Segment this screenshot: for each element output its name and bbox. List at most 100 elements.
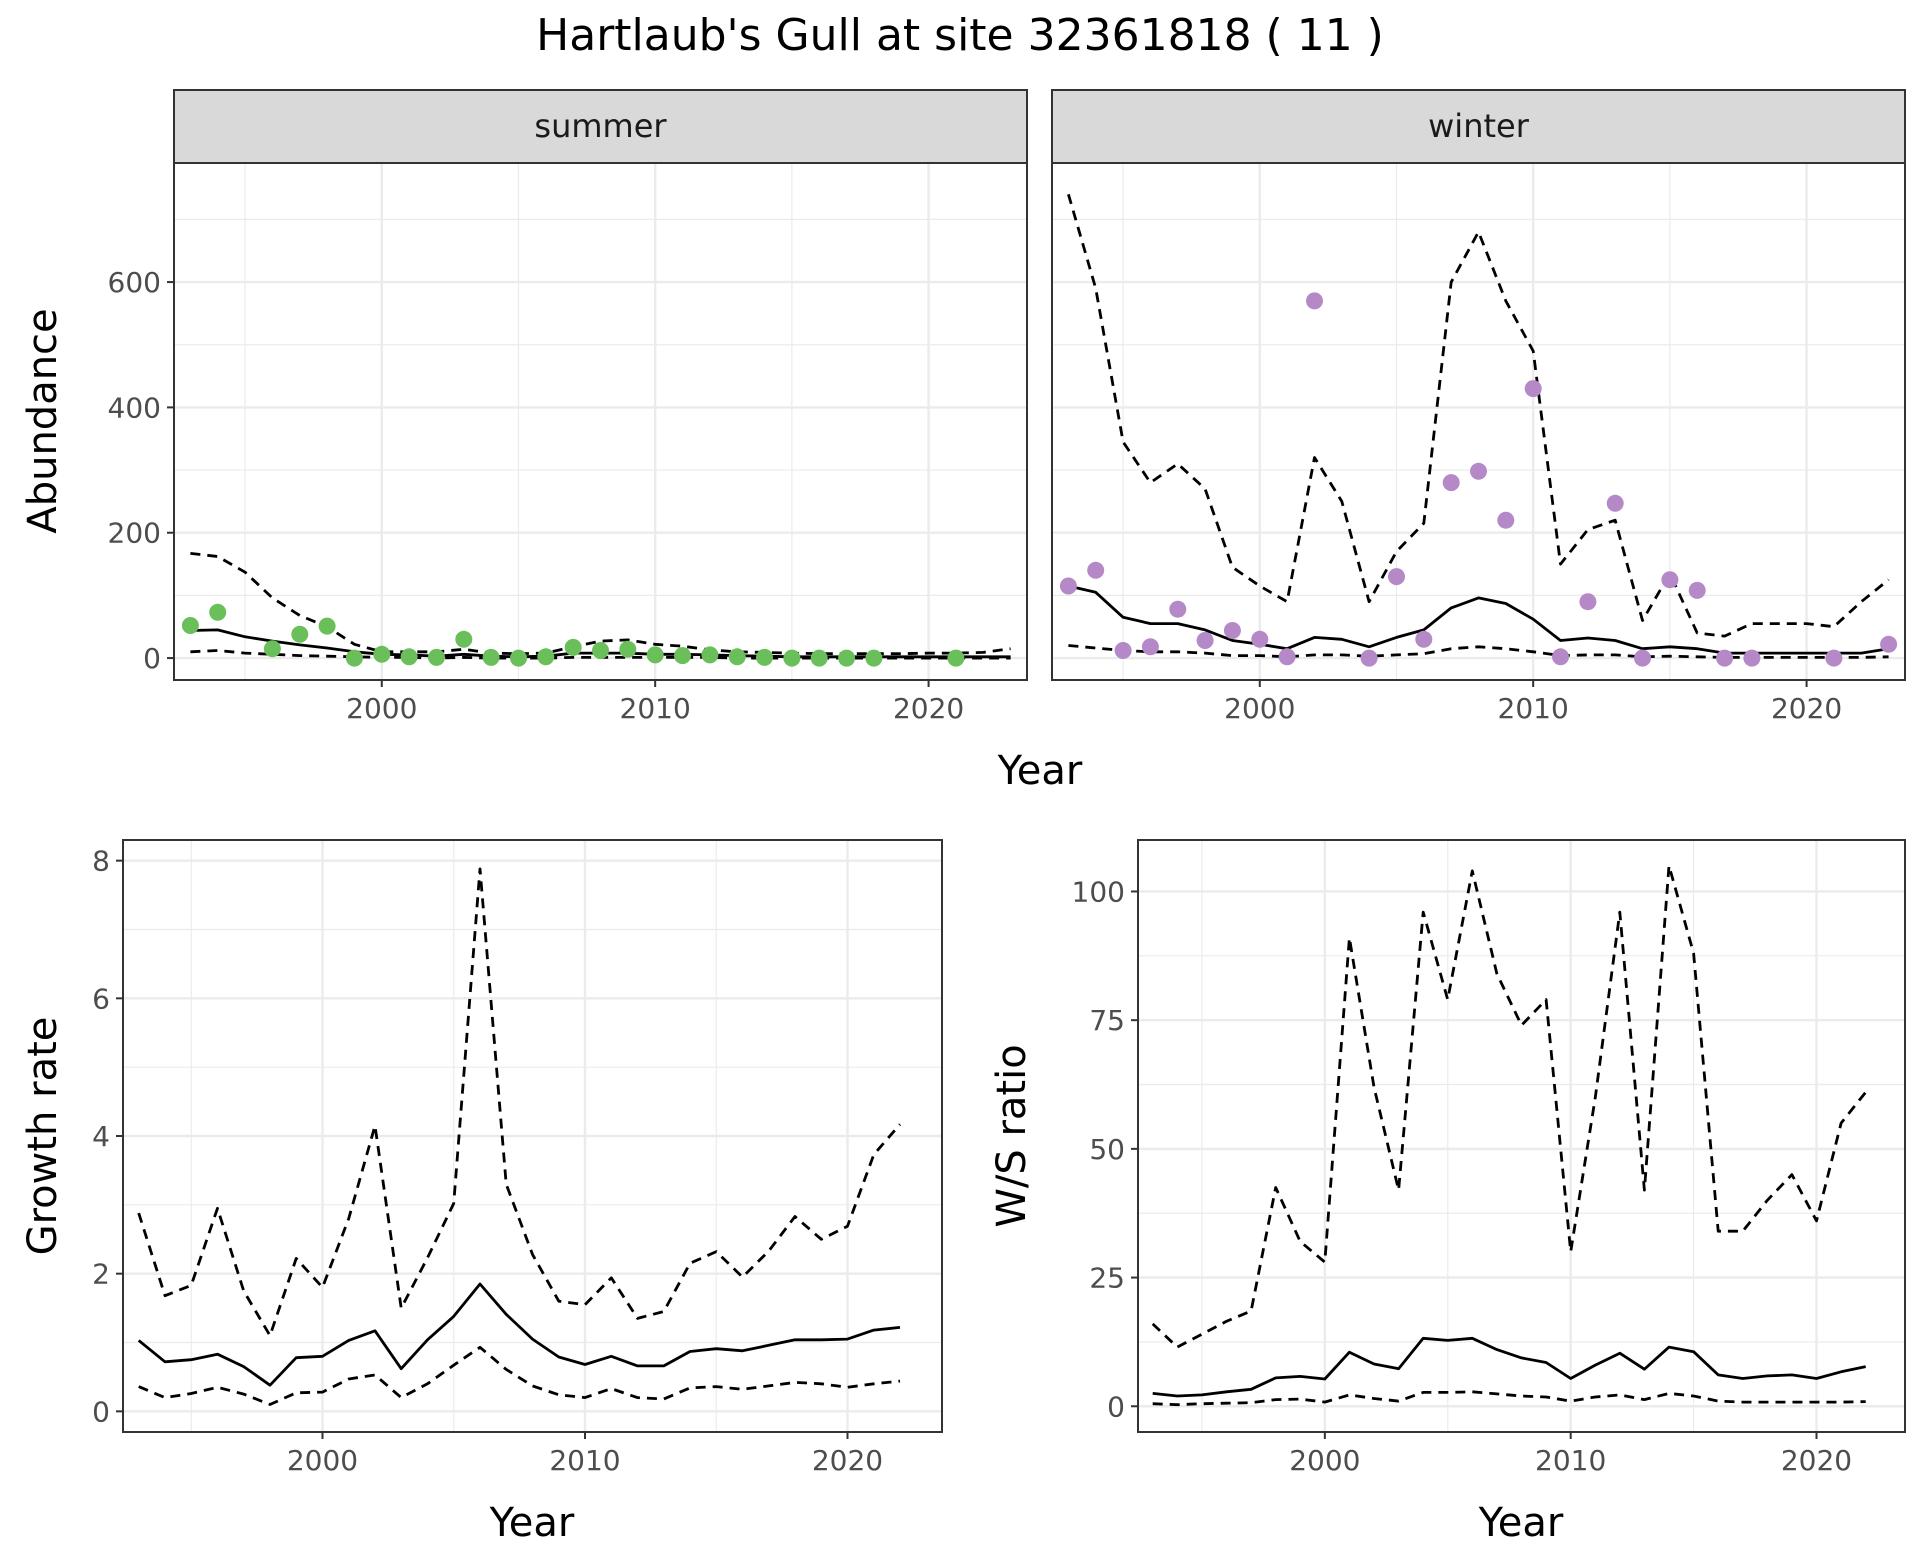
gridlines [123, 840, 942, 1432]
panel-border [173, 162, 1028, 681]
y-tick-label: 25 [1089, 1262, 1125, 1295]
page-title: Hartlaub's Gull at site 32361818 ( 11 ) [536, 10, 1384, 61]
y-axis-title-ratio: W/S ratio [989, 1044, 1035, 1227]
data-point [1114, 642, 1132, 659]
data-point [1141, 638, 1159, 656]
x-tick-label: 2000 [346, 692, 417, 725]
data-point [482, 648, 500, 666]
data-point [1825, 649, 1843, 667]
panel-border [1051, 162, 1906, 681]
data-point [510, 649, 527, 667]
data-point [1688, 581, 1706, 599]
x-tick-label: 2020 [893, 692, 964, 725]
facet-strip [173, 89, 1028, 164]
gridlines [1052, 163, 1905, 680]
data-point [783, 649, 801, 667]
data-point [1442, 474, 1460, 492]
data-point [345, 649, 363, 667]
data-point [209, 603, 227, 621]
data-point [1579, 593, 1597, 611]
data-point [592, 642, 609, 659]
plot-background [1138, 840, 1905, 1432]
data-point [263, 640, 281, 658]
plot-background [174, 163, 1027, 680]
data-point [1223, 622, 1241, 639]
data-point [537, 648, 555, 666]
data-point [1716, 649, 1734, 667]
data-point [1634, 649, 1651, 667]
data-point [1743, 649, 1761, 667]
data-point [1880, 635, 1898, 653]
panel-0: summer 2000 2010 2020 0 200 400 600 [108, 89, 1028, 725]
data-point [619, 640, 637, 658]
data-point [646, 646, 664, 664]
observed-points [1059, 292, 1898, 667]
gridlines [1138, 840, 1905, 1432]
x-axis-title-ratio: Year [1478, 1500, 1564, 1546]
data-point [1278, 648, 1296, 666]
data-point [1306, 292, 1323, 310]
data-point [1497, 511, 1515, 529]
fitted-line [137, 1282, 901, 1387]
lower-bound-line [138, 1345, 901, 1406]
data-point [1087, 561, 1105, 579]
panel-2: 2000 2010 2020 0 2 4 6 8 [92, 839, 943, 1477]
data-point [291, 625, 309, 643]
y-tick-label: 600 [108, 266, 161, 299]
y-tick-label: 0 [1107, 1390, 1125, 1423]
y-tick-label: 200 [108, 517, 161, 550]
data-point [1415, 630, 1433, 648]
x-tick-label: 2020 [1781, 1444, 1852, 1477]
data-point [865, 649, 883, 667]
data-point [1552, 648, 1569, 666]
observed-points [181, 603, 965, 667]
x-tick-label: 2000 [1289, 1444, 1360, 1477]
y-tick-label: 0 [143, 642, 161, 675]
y-tick-label: 2 [92, 1258, 110, 1291]
y-axis-title-growth: Growth rate [20, 1017, 66, 1256]
data-point [1661, 571, 1679, 589]
x-tick-label: 2010 [620, 692, 691, 725]
data-point [1470, 462, 1487, 480]
x-tick-label: 2010 [1498, 692, 1569, 725]
data-point [1606, 494, 1624, 512]
x-tick-label: 2000 [1224, 692, 1295, 725]
lower-bound-line [1152, 1390, 1866, 1407]
data-point [947, 649, 965, 667]
y-tick-label: 75 [1089, 1004, 1125, 1037]
panel-1: winter 2000 2010 2020 [1051, 89, 1906, 725]
data-point [1059, 577, 1077, 595]
series-lines [137, 867, 902, 1406]
data-point [373, 645, 391, 663]
data-point [1388, 568, 1405, 586]
data-point [838, 649, 856, 667]
y-tick-label: 0 [92, 1395, 110, 1428]
facet-strip-label: winter [1428, 107, 1530, 145]
data-point [728, 648, 746, 666]
data-point [674, 647, 691, 665]
data-point [181, 617, 199, 634]
y-axis-title-abundance: Abundance [20, 308, 66, 533]
y-tick-label: 400 [108, 391, 161, 424]
data-point [1524, 380, 1542, 398]
panel-3: 2000 2010 2020 0 25 50 75 100 [1072, 839, 1906, 1477]
upper-bound-line [137, 867, 902, 1337]
x-tick-label: 2020 [1771, 692, 1842, 725]
data-point [564, 638, 582, 656]
y-tick-label: 50 [1089, 1133, 1125, 1166]
x-tick-label: 2010 [1535, 1444, 1606, 1477]
data-point [1169, 600, 1187, 618]
x-axis-title-top: Year [997, 748, 1083, 794]
y-tick-label: 100 [1072, 875, 1125, 908]
data-point [1196, 632, 1214, 649]
data-point [455, 630, 473, 648]
data-point [701, 646, 719, 664]
y-tick-label: 6 [92, 982, 110, 1015]
x-tick-label: 2020 [812, 1444, 883, 1477]
data-point [1360, 649, 1378, 667]
series-lines [1151, 864, 1867, 1407]
data-point [400, 648, 418, 666]
data-point [810, 649, 828, 667]
